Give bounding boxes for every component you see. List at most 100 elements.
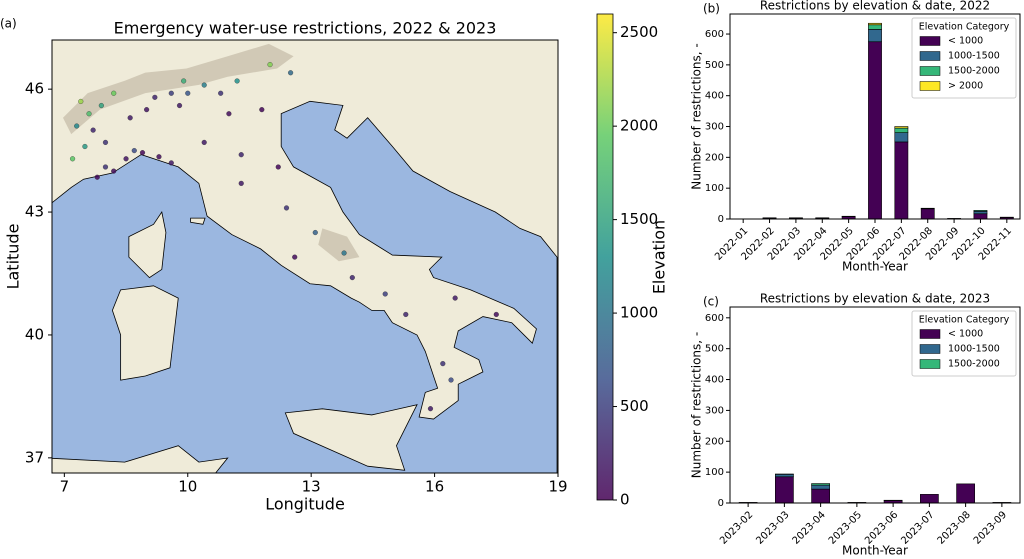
legend-label: 1500-2000	[948, 359, 1000, 370]
legend-label: > 2000	[948, 81, 983, 92]
y-tick-label: 200	[705, 152, 724, 163]
bar-segment	[921, 208, 934, 209]
restriction-point	[111, 91, 116, 96]
restriction-point	[350, 275, 355, 280]
restriction-point	[202, 140, 207, 145]
restriction-point	[169, 91, 174, 96]
restriction-point	[288, 70, 293, 75]
legend-swatch	[920, 82, 940, 91]
restriction-point	[181, 79, 186, 84]
bar-segment	[895, 142, 908, 219]
y-tick-label: 37	[25, 448, 44, 466]
restriction-point	[91, 128, 96, 133]
legend-swatch	[920, 67, 940, 76]
restriction-point	[494, 312, 499, 317]
y-tick-label: 400	[705, 375, 724, 386]
x-tick-label: 13	[302, 478, 321, 496]
y-tick-label: 0	[718, 498, 724, 509]
restriction-point	[177, 103, 182, 108]
restriction-point	[449, 378, 454, 383]
restriction-point	[132, 148, 137, 153]
restriction-point	[383, 292, 388, 297]
restriction-point	[313, 230, 318, 235]
x-tick-label: 2023-04	[791, 509, 828, 546]
bar-segment	[812, 484, 830, 486]
bar-segment	[921, 209, 934, 219]
restriction-point	[103, 140, 108, 145]
y-axis-label: Number of restrictions, -	[690, 43, 704, 189]
legend-swatch	[920, 52, 940, 61]
restriction-point	[202, 83, 207, 88]
x-tick-label: 2023-03	[754, 509, 791, 546]
y-tick-label: 40	[25, 325, 44, 343]
restriction-point	[78, 99, 83, 104]
chart-title: Restrictions by elevation & date, 2023	[760, 292, 990, 306]
bar-segment	[895, 133, 908, 142]
y-tick-label: 500	[705, 60, 724, 71]
x-axis-label: Month-Year	[842, 544, 908, 556]
bar-segment	[775, 474, 793, 476]
restriction-point	[87, 111, 92, 116]
restriction-point	[259, 107, 264, 112]
y-tick-label: 300	[705, 122, 724, 133]
bar-segment	[957, 484, 975, 503]
colorbar-tick-label: 2500	[620, 23, 658, 41]
restriction-point	[103, 165, 108, 170]
restriction-point	[342, 251, 347, 256]
bar-segment	[895, 127, 908, 129]
legend-label: 1000-1500	[948, 344, 1000, 355]
colorbar	[597, 14, 613, 500]
legend-swatch	[920, 360, 940, 369]
y-tick-label: 500	[705, 344, 724, 355]
bar-segment	[868, 42, 881, 219]
restriction-point	[453, 296, 458, 301]
restriction-point	[218, 91, 223, 96]
panel-label: (c)	[703, 295, 719, 309]
restriction-point	[124, 156, 129, 161]
legend-swatch	[920, 345, 940, 354]
y-axis-label: Latitude	[4, 224, 23, 290]
y-tick-label: 100	[705, 467, 724, 478]
panel-label: (b)	[703, 2, 720, 16]
colorbar-label: Elevation	[650, 220, 669, 294]
y-tick-label: 600	[705, 29, 724, 40]
restriction-point	[169, 160, 174, 165]
restriction-point	[185, 91, 190, 96]
y-tick-label: 600	[705, 313, 724, 324]
colorbar-tick-label: 500	[620, 397, 649, 415]
legend-title: Elevation Category	[919, 22, 1010, 33]
restriction-point	[83, 144, 88, 149]
x-tick-label: 2023-02	[718, 509, 755, 546]
chart-title: Restrictions by elevation & date, 2022	[760, 0, 990, 13]
restriction-point	[239, 181, 244, 186]
chart-title: Emergency water-use restrictions, 2022 &…	[114, 19, 497, 38]
y-tick-label: 200	[705, 436, 724, 447]
sardinia	[112, 286, 178, 380]
legend-label: < 1000	[948, 36, 983, 47]
y-tick-label: 43	[25, 203, 44, 221]
legend-label: < 1000	[948, 329, 983, 340]
x-tick-label: 2023-09	[972, 509, 1009, 546]
restriction-point	[99, 103, 104, 108]
x-tick-label: 2023-06	[863, 509, 900, 546]
bar-segment	[812, 489, 830, 503]
x-tick-label: 16	[425, 478, 444, 496]
restriction-point	[292, 255, 297, 260]
map	[47, 40, 558, 479]
x-axis-label: Longitude	[265, 495, 345, 514]
x-tick-label: 2023-05	[827, 509, 864, 546]
bar-segment	[868, 29, 881, 41]
restriction-point	[268, 62, 273, 67]
colorbar-tick-label: 0	[620, 491, 630, 509]
bar-segment	[974, 210, 987, 211]
x-tick-label: 2023-07	[899, 509, 936, 546]
y-tick-label: 0	[718, 214, 724, 225]
bar-segment	[775, 477, 793, 503]
restriction-point	[284, 206, 289, 211]
restriction-point	[70, 156, 75, 161]
bar-segment	[974, 214, 987, 219]
bar-segment	[868, 23, 881, 25]
legend-swatch	[920, 330, 940, 339]
restriction-point	[428, 406, 433, 411]
